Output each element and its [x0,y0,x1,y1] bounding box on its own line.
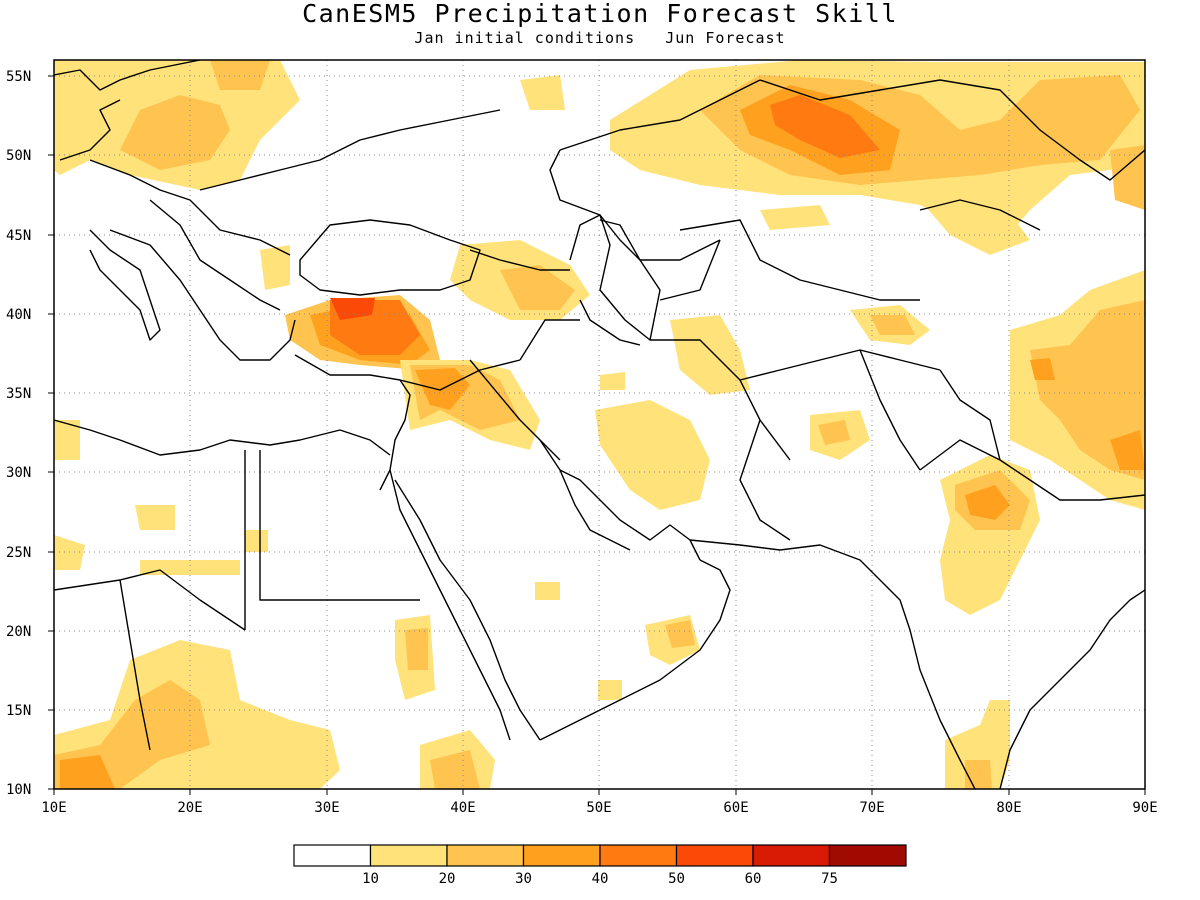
lon-label: 90E [1132,800,1157,816]
lat-label: 25N [6,545,31,561]
colorbar: 10 20 30 40 50 60 75 [293,844,907,887]
colorbar-swatch [599,844,678,867]
lon-label: 50E [586,800,611,816]
colorbar-label: 30 [515,871,532,887]
colorbar-label: 20 [439,871,456,887]
lat-label: 35N [6,386,31,402]
lat-label: 45N [6,228,31,244]
lon-label: 30E [314,800,339,816]
chart-subtitle: Jan initial conditions Jun Forecast [414,29,786,47]
skill-shading [54,60,1145,789]
lat-label: 10N [6,782,31,798]
lat-label: 40N [6,307,31,323]
colorbar-swatch [828,844,907,867]
lat-label: 55N [6,69,31,85]
lat-label: 15N [6,703,31,719]
colorbar-label: 60 [745,871,762,887]
lon-label: 10E [41,800,66,816]
colorbar-swatch [293,844,372,867]
colorbar-swatch [446,844,525,867]
skill-region-iran-central [595,400,710,510]
colorbar-swatch [522,844,601,867]
lat-label: 30N [6,465,31,481]
lat-label: 20N [6,624,31,640]
lon-label: 20E [177,800,202,816]
lon-label: 80E [996,800,1021,816]
colorbar-label: 40 [592,871,609,887]
colorbar-label: 75 [821,871,838,887]
colorbar-label: 10 [362,871,379,887]
lon-ticks [53,789,1146,795]
coastlines-borders [54,60,1145,789]
lat-ticks [48,75,54,790]
colorbar-label: 50 [668,871,685,887]
colorbar-swatch [675,844,754,867]
lat-label: 50N [6,148,31,164]
lon-label: 60E [723,800,748,816]
colorbar-swatch [369,844,448,867]
lon-label: 70E [859,800,884,816]
chart-title: CanESM5 Precipitation Forecast Skill [302,0,898,28]
skill-region-southern-india [945,700,1010,789]
lon-label: 40E [450,800,475,816]
colorbar-swatch [752,844,831,867]
